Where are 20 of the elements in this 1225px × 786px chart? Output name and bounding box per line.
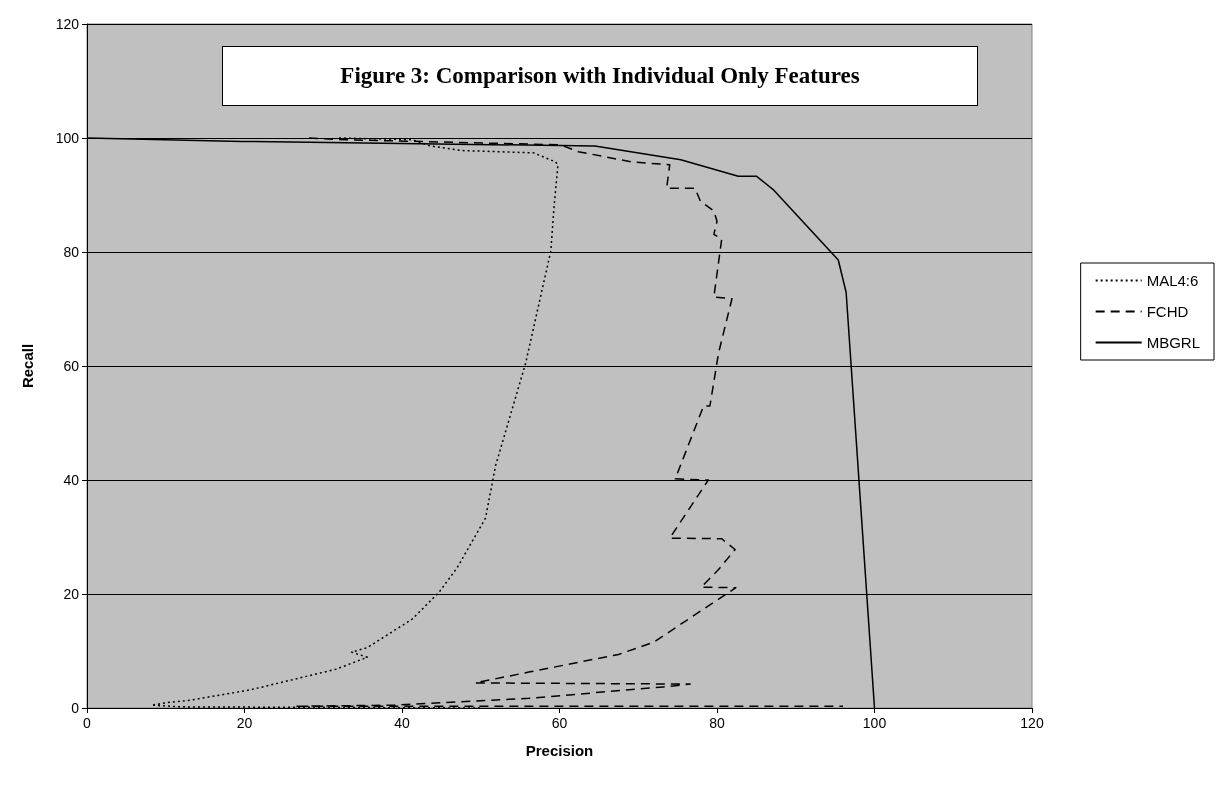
y-tick-label: 120 <box>55 16 80 32</box>
y-tick-label: 60 <box>63 358 80 374</box>
x-tick-label: 100 <box>862 715 887 731</box>
y-tick-label: 0 <box>71 700 80 716</box>
x-axis-title: Precision <box>525 742 594 759</box>
x-tick-label: 120 <box>1020 715 1044 731</box>
legend-label: FCHD <box>1146 303 1189 320</box>
x-tick-label: 0 <box>83 715 92 731</box>
title-box: Figure 3: Comparison with Individual Only Features <box>222 46 978 106</box>
legend-label: MAL4:6 <box>1146 272 1199 289</box>
y-tick-label: 20 <box>63 586 80 602</box>
y-tick-label: 80 <box>63 244 80 260</box>
x-tick-label: 20 <box>236 715 253 731</box>
x-tick-label: 60 <box>551 715 568 731</box>
x-tick-label: 40 <box>394 715 410 731</box>
y-tick-label: 100 <box>55 130 80 146</box>
y-axis-title: Recall <box>19 343 36 389</box>
y-tick-label: 40 <box>63 472 80 488</box>
legend-label: MBGRL <box>1146 334 1200 351</box>
x-tick-label: 80 <box>709 715 725 731</box>
